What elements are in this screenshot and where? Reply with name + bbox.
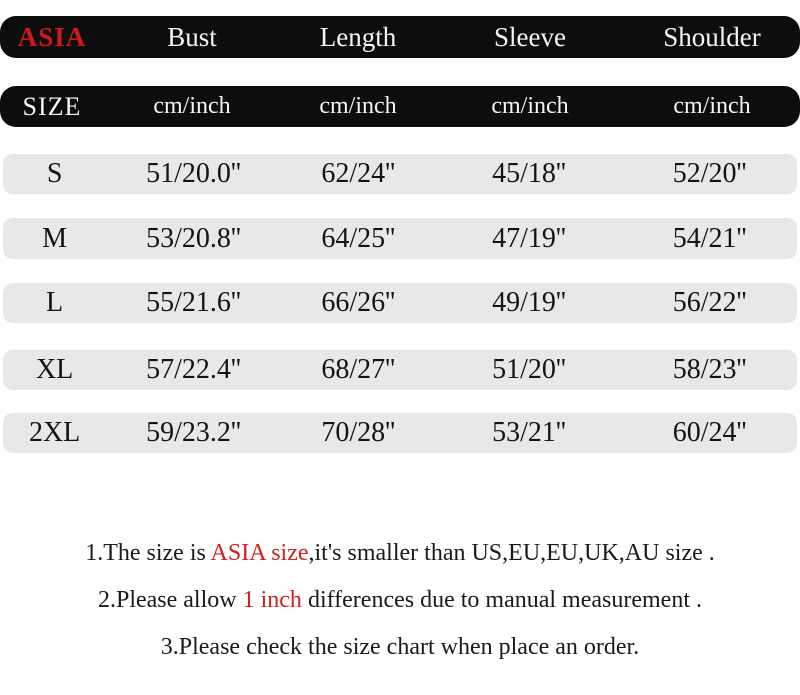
sleeve-cell: 53/21'' — [492, 417, 566, 448]
note-text: 3.Please check the size chart when place… — [160, 634, 640, 660]
note-line-2: 2.Please allow 1 inch differences due to… — [0, 577, 800, 624]
shoulder-cell: 52/20'' — [672, 158, 747, 189]
size-cell: L — [46, 287, 64, 318]
table-row-m: M 53/20.8'' 64/25'' 47/19'' 54/21'' — [3, 218, 797, 259]
table-header-row: ASIA Bust Length Sleeve Shoulder — [0, 16, 800, 58]
note-text: differences due to manual measurement . — [301, 587, 703, 613]
length-cell: 70/28'' — [321, 417, 396, 448]
header-cell-shoulder: Shoulder — [663, 21, 761, 52]
bust-cell: 51/20.0'' — [146, 158, 241, 189]
length-cell: 64/25'' — [321, 222, 396, 254]
shoulder-cell: 58/23'' — [672, 354, 747, 385]
note-text: 2.Please allow — [97, 587, 243, 613]
table-row-xl: XL 57/22.4'' 68/27'' 51/20'' 58/23'' — [3, 350, 797, 390]
table-row-l: L 55/21.6'' 66/26'' 49/19'' 56/22'' — [3, 283, 797, 323]
note-highlight-1-inch: 1 inch — [242, 587, 302, 613]
notes-block: 1.The size is ASIA size,it's smaller tha… — [0, 530, 800, 671]
note-line-1: 1.The size is ASIA size,it's smaller tha… — [0, 530, 800, 577]
shoulder-cell: 54/21'' — [672, 222, 747, 254]
header-cell-length: Length — [319, 21, 397, 52]
note-text: 1.The size is — [85, 540, 211, 566]
table-row-2xl: 2XL 59/23.2'' 70/28'' 53/21'' 60/24'' — [3, 413, 797, 453]
size-cell: M — [42, 222, 68, 254]
header-cell-asia: ASIA — [17, 21, 87, 52]
header-cell-bust: Bust — [167, 21, 217, 52]
bust-cell: 55/21.6'' — [146, 287, 241, 318]
size-cell: S — [46, 158, 63, 189]
header-cell-sleeve: Sleeve — [494, 21, 566, 52]
bust-cell: 53/20.8'' — [146, 222, 241, 254]
subheader-cell-unit-sleeve: cm/inch — [491, 93, 569, 119]
sleeve-cell: 47/19'' — [492, 222, 566, 254]
sleeve-cell: 49/19'' — [492, 287, 566, 318]
note-line-3: 3.Please check the size chart when place… — [0, 624, 800, 671]
note-highlight-asia-size: ASIA size — [210, 540, 309, 566]
table-row-s: S 51/20.0'' 62/24'' 45/18'' 52/20'' — [3, 154, 797, 194]
subheader-cell-unit-bust: cm/inch — [153, 93, 231, 119]
length-cell: 68/27'' — [321, 354, 396, 385]
subheader-cell-unit-shoulder: cm/inch — [673, 93, 751, 119]
table-subheader-row: SIZE cm/inch cm/inch cm/inch cm/inch — [0, 86, 800, 127]
note-text: ,it's smaller than US,EU,EU,UK,AU size . — [308, 540, 715, 566]
length-cell: 62/24'' — [321, 158, 396, 189]
bust-cell: 57/22.4'' — [146, 354, 241, 385]
sleeve-cell: 51/20'' — [492, 354, 566, 385]
bust-cell: 59/23.2'' — [146, 417, 241, 448]
shoulder-cell: 56/22'' — [672, 287, 747, 318]
size-cell: XL — [35, 354, 74, 385]
length-cell: 66/26'' — [321, 287, 396, 318]
subheader-cell-size: SIZE — [22, 91, 82, 121]
sleeve-cell: 45/18'' — [492, 158, 566, 189]
subheader-cell-unit-length: cm/inch — [319, 93, 397, 119]
size-cell: 2XL — [28, 417, 81, 448]
shoulder-cell: 60/24'' — [672, 417, 747, 448]
